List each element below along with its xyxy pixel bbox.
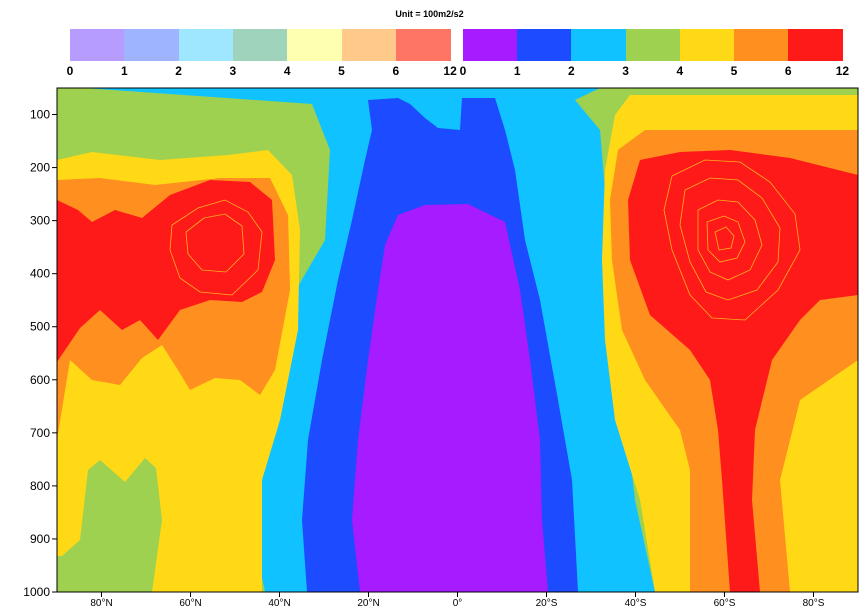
contour-line-north-outer <box>169 199 263 296</box>
colorbar-left-cell-5 <box>341 29 397 61</box>
colorbar-unit-title: Unit = 100m2/s2 <box>395 9 464 19</box>
colorbar-left-tick-label: 5 <box>338 64 345 78</box>
colorbar-right-tick-label: 6 <box>784 64 792 78</box>
colorbar-left-cell-2 <box>178 29 234 61</box>
colorbar-left-tick-label: 2 <box>175 64 182 78</box>
x-tick-label: 80°N <box>90 598 112 609</box>
colorbar-right-cell-2 <box>571 29 627 61</box>
colorbar-left-tick-label: 1 <box>120 64 128 78</box>
x-tick-label: 60°N <box>179 598 201 609</box>
y-tick-label: 700 <box>30 426 50 440</box>
contour-band-6-12-north <box>57 180 275 362</box>
y-axis: 100 200 300 400 500 600 700 800 900 1000 <box>23 108 57 599</box>
x-tick-label: 0° <box>453 598 463 609</box>
colorbar-left-cell-3 <box>232 29 288 61</box>
y-tick-label: 600 <box>30 373 50 387</box>
colorbar-left-tick-label: 12 <box>443 64 457 78</box>
contour-line-south-4 <box>706 215 746 263</box>
colorbar-right-tick-label: 5 <box>730 64 738 78</box>
colorbar-right-tick-label: 3 <box>622 64 629 78</box>
colorbar-left-tick-label: 6 <box>392 64 400 78</box>
colorbar-left-cell-0 <box>70 29 125 61</box>
x-axis: 80°N 60°N 40°N 20°N 0° 20°S 40°S 60°S 80°S <box>90 592 825 609</box>
y-tick-label: 100 <box>30 108 50 122</box>
contour-line-south-2 <box>679 177 781 301</box>
colorbar-right-tick-label: 4 <box>676 64 684 78</box>
x-tick-label: 40°N <box>268 598 290 609</box>
colorbar-right-tick-label: 0 <box>459 64 467 78</box>
colorbar-right-cell-1 <box>517 29 572 61</box>
colorbar-left-cell-4 <box>287 29 342 61</box>
y-tick-label: 200 <box>30 161 50 175</box>
contour-line-south-1 <box>663 159 801 321</box>
colorbar-right-tick-label: 1 <box>513 64 521 78</box>
colorbar-right-cell-4 <box>679 29 735 61</box>
y-tick-label: 300 <box>30 214 50 228</box>
contour-line-south-5 <box>714 226 735 251</box>
y-tick-label: 1000 <box>23 585 50 599</box>
colorbar-right-cell-6 <box>788 29 843 61</box>
x-tick-label: 60°S <box>714 598 736 609</box>
y-tick-label: 400 <box>30 267 50 281</box>
y-tick-label: 800 <box>30 479 50 493</box>
colorbar-left-cell-1 <box>124 29 180 61</box>
colorbar-right-cell-5 <box>734 29 789 61</box>
colorbar-left-tick-label: 4 <box>283 64 291 78</box>
x-tick-label: 40°S <box>625 598 647 609</box>
x-tick-label: 80°S <box>803 598 825 609</box>
y-tick-label: 500 <box>30 320 50 334</box>
contour-line-south-3 <box>697 199 763 281</box>
colorbar-left-cell-6 <box>395 29 451 61</box>
colorbar-right-cell-3 <box>625 29 681 61</box>
contour-lines <box>169 159 801 321</box>
contour-line-north-inner <box>185 213 245 273</box>
colorbar-right-tick-label: 12 <box>835 64 850 78</box>
x-tick-label: 20°S <box>536 598 558 609</box>
colorbar-left-tick-label: 3 <box>229 64 237 78</box>
contour-band-0-1 <box>352 204 548 592</box>
x-tick-label: 20°N <box>357 598 379 609</box>
colorbar-right-cell-0 <box>463 29 518 61</box>
contour-fills <box>57 88 858 592</box>
colorbar-left-tick-label: 0 <box>66 64 74 78</box>
y-tick-label: 900 <box>30 532 50 546</box>
contour-band-6-12-south <box>628 150 858 592</box>
colorbar-right-tick-label: 2 <box>568 64 575 78</box>
